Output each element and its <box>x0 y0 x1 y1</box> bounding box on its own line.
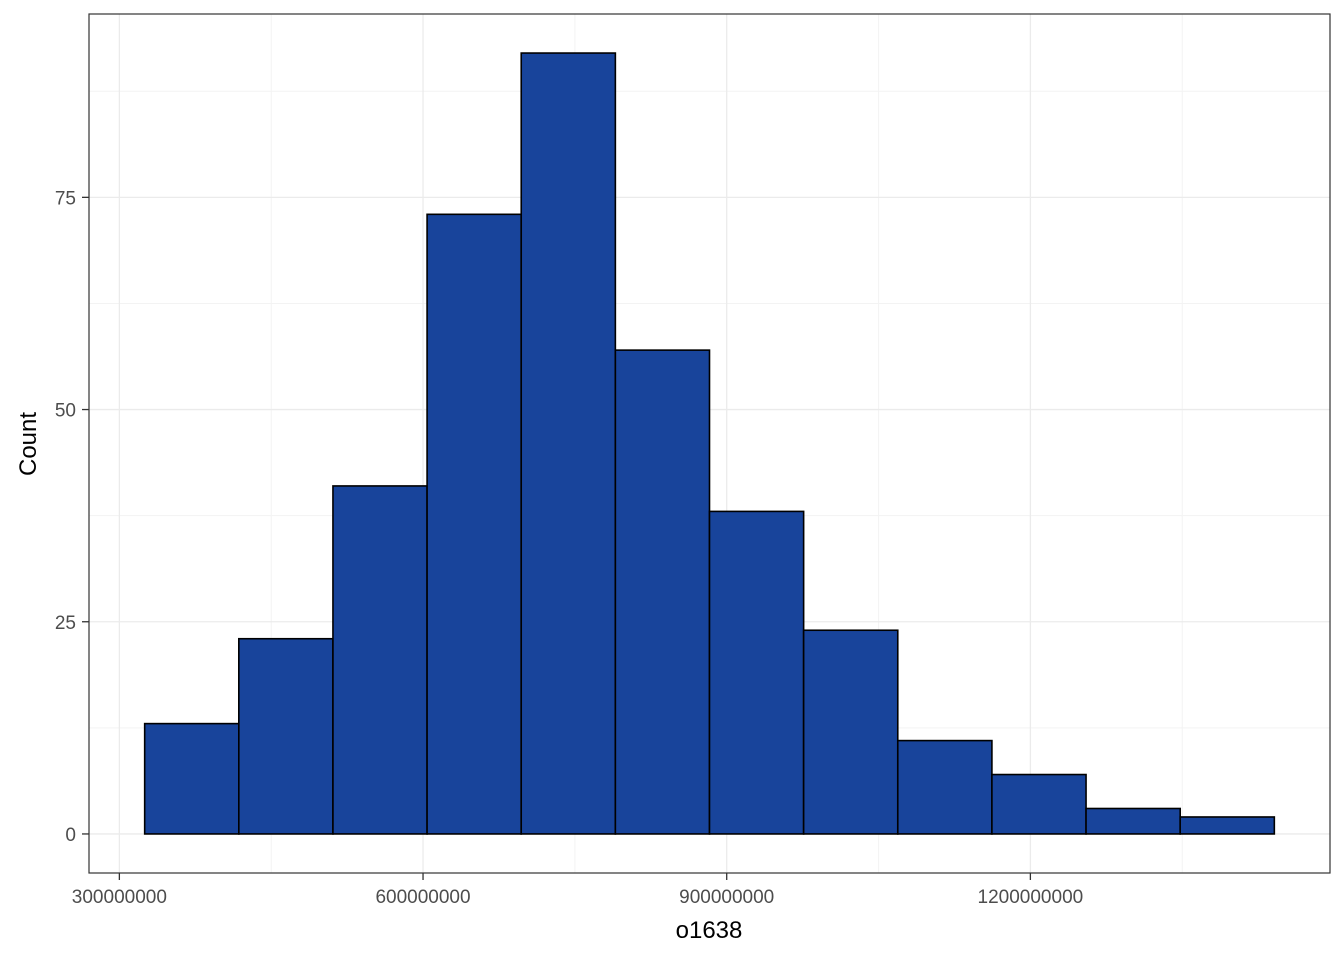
histogram-bar <box>332 485 428 835</box>
histogram-bar <box>991 773 1087 835</box>
x-axis-ticks: 300000000 600000000 900000000 1200000000 <box>72 873 1083 908</box>
x-axis-title: o1638 <box>676 917 743 944</box>
histogram-bar <box>614 349 711 835</box>
histogram-bars <box>143 52 1276 835</box>
histogram-bar <box>896 739 993 835</box>
histogram-bar <box>708 510 805 835</box>
y-tick-label: 50 <box>55 401 76 422</box>
y-axis-ticks: 0 25 50 75 <box>55 188 89 846</box>
histogram-bar <box>1085 807 1181 835</box>
histogram-bar <box>1179 816 1276 835</box>
histogram-bar <box>143 722 240 835</box>
y-tick-label: 0 <box>65 825 76 846</box>
histogram-bar <box>802 629 899 835</box>
x-tick-label: 300000000 <box>72 887 167 908</box>
x-tick-label: 600000000 <box>375 887 470 908</box>
histogram-bar <box>238 637 334 835</box>
x-tick-label: 1200000000 <box>978 887 1084 908</box>
histogram-bar <box>520 52 617 835</box>
y-tick-label: 75 <box>55 188 76 209</box>
y-axis-title: Count <box>15 412 42 476</box>
histogram-bar <box>426 213 523 835</box>
y-tick-label: 25 <box>55 613 76 634</box>
x-tick-label: 900000000 <box>679 887 774 908</box>
panel-border <box>88 13 1331 874</box>
